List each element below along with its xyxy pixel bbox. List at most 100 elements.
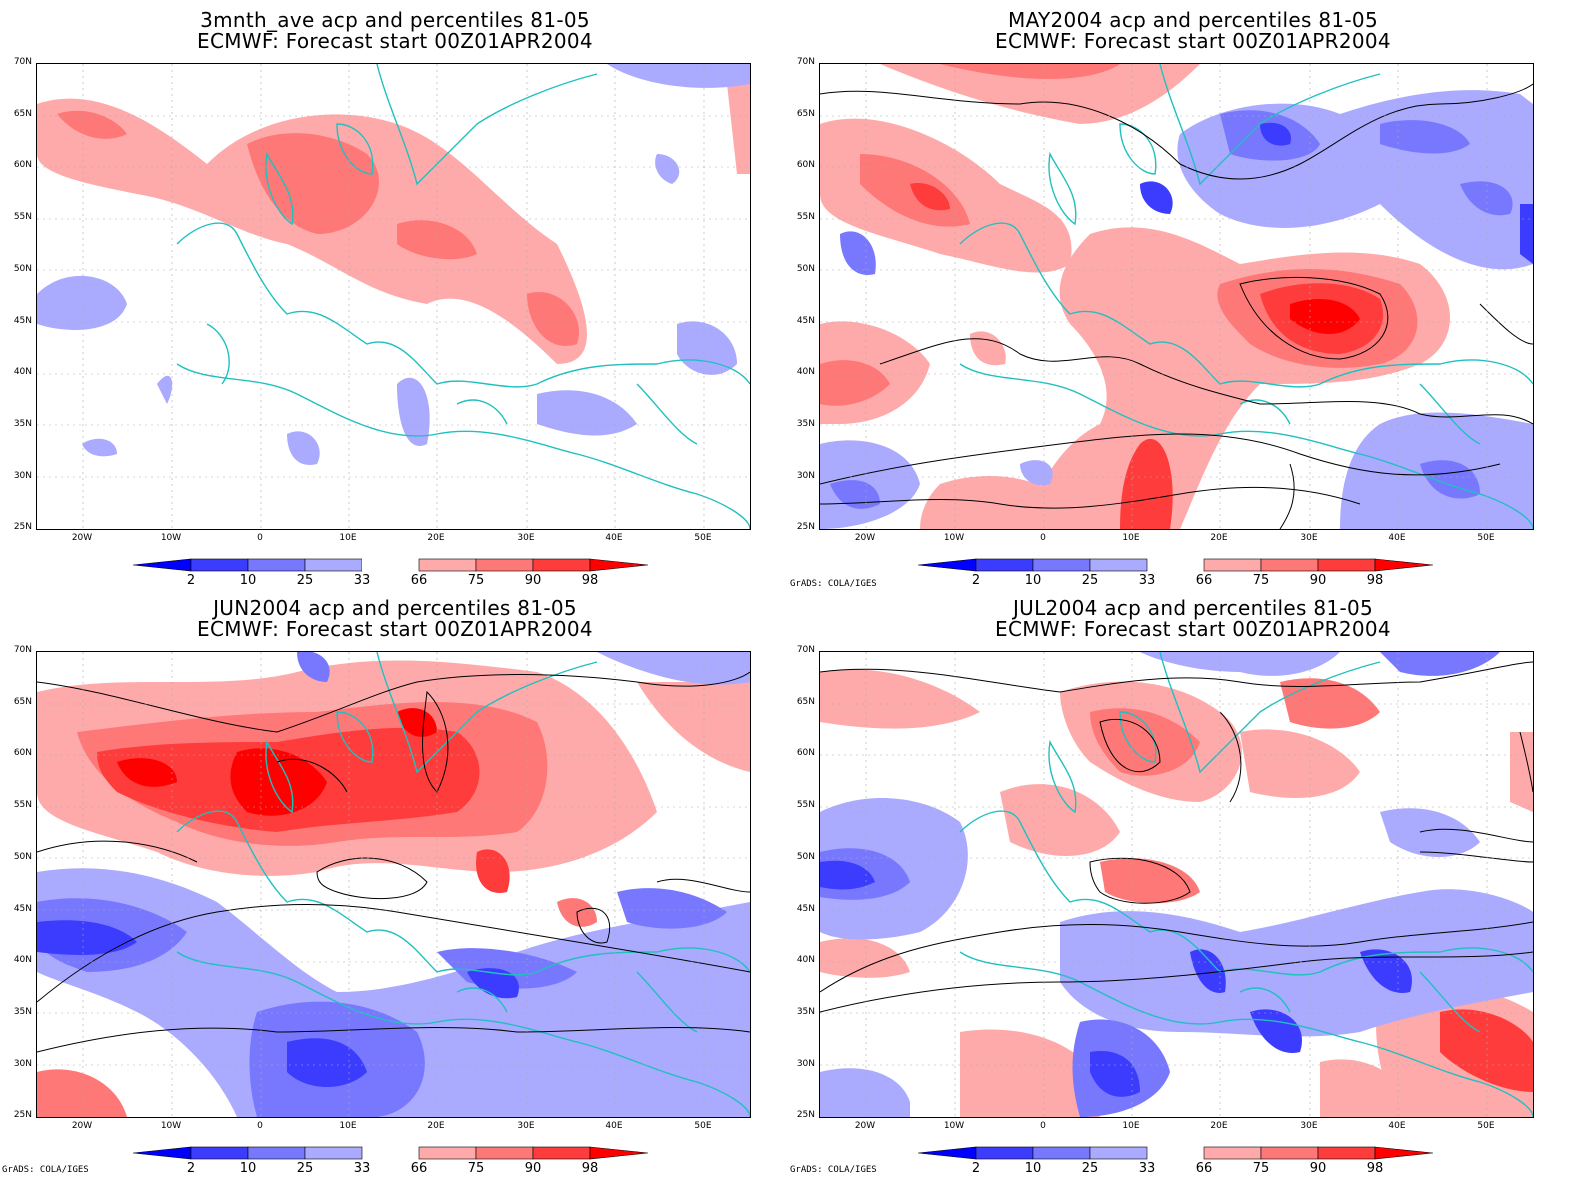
panel-may2004: MAY2004 acp and percentiles 81-05 ECMWF:… <box>790 0 1596 590</box>
lat-label: 30N <box>13 471 32 481</box>
gridlines <box>820 652 1533 1117</box>
colorbar-label: 10 <box>1024 573 1042 588</box>
colorbar-label: 66 <box>1195 1161 1213 1176</box>
panel-title-line2: ECMWF: Forecast start 00Z01APR2004 <box>995 617 1391 641</box>
lon-label: 10W <box>160 1121 182 1131</box>
panel-title-line2: ECMWF: Forecast start 00Z01APR2004 <box>995 29 1391 53</box>
colorbar <box>918 558 1434 572</box>
lat-label: 35N <box>796 419 815 429</box>
gridlines <box>37 64 750 529</box>
lon-label: 30E <box>517 1121 535 1131</box>
lon-label: 0 <box>257 1121 263 1131</box>
lon-label: 50E <box>1477 533 1495 543</box>
panel-title-line2: ECMWF: Forecast start 00Z01APR2004 <box>197 617 593 641</box>
lon-label: 20W <box>854 533 876 543</box>
lat-label: 70N <box>13 57 32 67</box>
lat-label: 70N <box>796 645 815 655</box>
map-area <box>36 63 751 530</box>
lon-label: 30E <box>1300 1121 1318 1131</box>
panel-title-line1: 3mnth_ave acp and percentiles 81-05 <box>200 8 590 32</box>
coastlines <box>176 64 750 529</box>
lat-label: 60N <box>13 160 32 170</box>
panel-jul2004: JUL2004 acp and percentiles 81-05 ECMWF:… <box>790 588 1596 1196</box>
lat-label: 40N <box>796 955 815 965</box>
lon-label: 40E <box>1388 1121 1406 1131</box>
coastlines <box>959 652 1533 1117</box>
lat-label: 30N <box>13 1059 32 1069</box>
lat-label: 35N <box>13 419 32 429</box>
map-area <box>819 63 1534 530</box>
colorbar-label: 25 <box>1081 1161 1099 1176</box>
lon-label: 10W <box>943 533 965 543</box>
colorbar-label: 66 <box>410 1161 428 1176</box>
colorbar-label: 25 <box>296 573 314 588</box>
colorbar <box>133 558 649 572</box>
lon-label: 30E <box>517 533 535 543</box>
lon-label: 20E <box>427 533 445 543</box>
colorbar-label: 66 <box>1195 573 1213 588</box>
percentile-fill-blue <box>37 64 750 465</box>
colorbar-label: 75 <box>467 1161 485 1176</box>
colorbar <box>918 1146 1434 1160</box>
lat-label: 70N <box>796 57 815 67</box>
lat-label: 55N <box>13 212 32 222</box>
lon-label: 50E <box>694 533 712 543</box>
lat-label: 45N <box>796 904 815 914</box>
lat-label: 30N <box>796 1059 815 1069</box>
lon-label: 40E <box>1388 533 1406 543</box>
colorbar-label: 66 <box>410 573 428 588</box>
lat-label: 55N <box>796 212 815 222</box>
lat-label: 25N <box>796 522 815 532</box>
lat-label: 60N <box>796 748 815 758</box>
lon-label: 40E <box>605 1121 623 1131</box>
coastlines <box>959 64 1533 529</box>
colorbar-label: 90 <box>1309 1161 1327 1176</box>
colorbar-label: 25 <box>1081 573 1099 588</box>
lon-label: 20W <box>71 533 93 543</box>
percentile-fill-red <box>37 84 750 365</box>
colorbar-label: 75 <box>1252 573 1270 588</box>
lat-label: 65N <box>13 697 32 707</box>
percentile-fill-red <box>820 669 1533 1117</box>
lat-label: 40N <box>13 955 32 965</box>
colorbar-label: 33 <box>1138 1161 1156 1176</box>
colorbar-label: 25 <box>296 1161 314 1176</box>
lon-label: 10E <box>339 533 357 543</box>
lat-label: 40N <box>796 367 815 377</box>
grads-credit: GrADS: COLA/IGES <box>2 1165 89 1175</box>
colorbar-label: 33 <box>1138 573 1156 588</box>
lat-label: 35N <box>13 1007 32 1017</box>
lat-label: 25N <box>796 1110 815 1120</box>
panel-jun2004: JUN2004 acp and percentiles 81-05 ECMWF:… <box>0 588 790 1196</box>
colorbar-label: 90 <box>524 1161 542 1176</box>
percentile-fill-red <box>37 660 750 1117</box>
lat-label: 50N <box>796 852 815 862</box>
percentile-fill-blue <box>37 652 750 1117</box>
colorbar-label: 2 <box>186 573 196 588</box>
colorbar-label: 2 <box>971 1161 981 1176</box>
lat-label: 55N <box>796 800 815 810</box>
lat-label: 35N <box>796 1007 815 1017</box>
lat-label: 25N <box>13 522 32 532</box>
percentile-fill-red <box>820 64 1450 529</box>
colorbar-label: 75 <box>467 573 485 588</box>
gridlines <box>37 652 750 1117</box>
lat-label: 50N <box>13 852 32 862</box>
colorbar-label: 10 <box>239 573 257 588</box>
colorbar-label: 98 <box>581 1161 599 1176</box>
lon-label: 0 <box>257 533 263 543</box>
colorbar-label: 98 <box>1366 1161 1384 1176</box>
lon-label: 10W <box>160 533 182 543</box>
lon-label: 50E <box>694 1121 712 1131</box>
gridlines <box>820 64 1533 529</box>
map-area <box>36 651 751 1118</box>
grads-credit: GrADS: COLA/IGES <box>790 579 877 589</box>
contours <box>820 83 1533 529</box>
lat-label: 65N <box>796 109 815 119</box>
panel-title-line1: JUL2004 acp and percentiles 81-05 <box>1012 596 1374 620</box>
lon-label: 10E <box>339 1121 357 1131</box>
colorbar-label: 10 <box>239 1161 257 1176</box>
colorbar-label: 90 <box>524 573 542 588</box>
lat-label: 50N <box>796 264 815 274</box>
lat-label: 30N <box>796 471 815 481</box>
